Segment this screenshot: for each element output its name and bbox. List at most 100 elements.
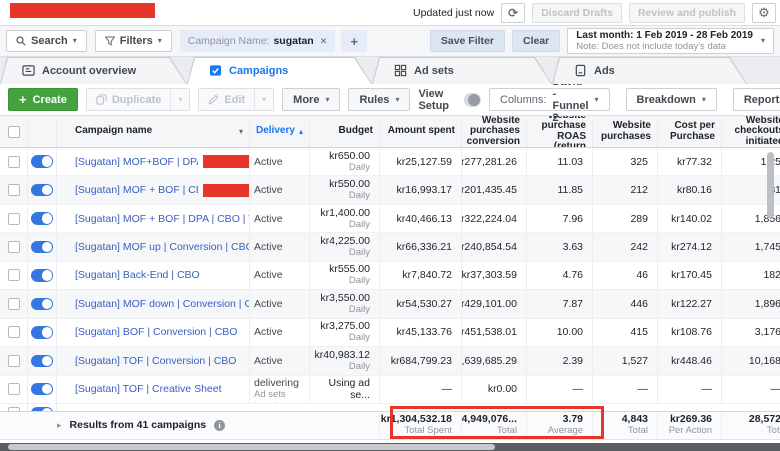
campaign-name-link[interactable]: [Sugatan] TOF | Conversion | CBO — [75, 354, 237, 367]
column-header-checkouts-initiated[interactable]: Website checkouts initiated — [734, 116, 780, 147]
create-button[interactable]: + Create — [8, 88, 78, 111]
campaign-name-link[interactable]: [Sugatan] Back-End | CBO — [75, 269, 200, 282]
row-checkbox[interactable] — [0, 375, 28, 403]
row-checkbox[interactable] — [0, 204, 28, 233]
row-checkbox[interactable] — [0, 176, 28, 204]
row-checkbox[interactable] — [0, 233, 28, 261]
cell-cost-per-purchase: kr122.27 — [658, 290, 722, 318]
table-row[interactable]: [Sugatan] MOF + BOF | DPA | CBO | Worldw… — [0, 204, 780, 234]
column-header-purchases-conversion[interactable]: Website purchases conversion — [462, 116, 527, 147]
table-header-row: Campaign name ▾ Delivery ▴ Budget Amount s… — [0, 116, 780, 148]
table-row[interactable]: [Sugatan] TOF | Creative Sheet Not deliv… — [0, 375, 780, 404]
column-header-delivery[interactable]: Delivery ▴ — [250, 116, 310, 147]
tab-account-overview[interactable]: Account overview — [0, 57, 187, 84]
redaction-block — [203, 183, 249, 197]
campaign-toggle[interactable] — [28, 148, 57, 176]
vertical-scrollbar[interactable] — [767, 152, 774, 218]
breakdown-dropdown[interactable]: Breakdown ▾ — [625, 88, 717, 111]
review-publish-button[interactable]: Review and publish — [628, 3, 745, 23]
campaign-toggle[interactable] — [28, 318, 57, 347]
cell-cost-per-purchase: — — [658, 375, 722, 403]
campaign-toggle[interactable] — [28, 233, 57, 261]
column-header-amount-spent[interactable]: Amount spent — [380, 116, 462, 147]
campaign-toggle[interactable] — [28, 204, 57, 233]
footer-total-checkouts: 28,572Total — [748, 413, 780, 437]
cell-cost-per-purchase: kr448.46 — [658, 347, 722, 375]
add-filter-button[interactable]: + — [341, 30, 368, 52]
campaign-name-link[interactable]: [Sugatan] MOF + BOF | CBO | DPA UGC | — [75, 184, 198, 197]
campaign-name-link[interactable]: [Sugatan] MOF down | Conversion | CBO — [75, 297, 249, 310]
toggle-column-header — [28, 116, 57, 147]
close-icon[interactable]: ✕ — [319, 35, 328, 46]
columns-dropdown[interactable]: Columns: David - Funnel 2 ▾ — [489, 76, 610, 124]
campaign-toggle[interactable] — [28, 347, 57, 375]
column-header-website-purchases[interactable]: Website purchases — [593, 116, 658, 147]
cell-checkouts-initiated: 10,168 — [748, 354, 780, 367]
campaign-name-link[interactable]: [Sugatan] TOF | Creative Sheet — [75, 383, 222, 396]
footer-cost-per-purchase: kr269.36 Per Action — [658, 411, 722, 439]
table-row[interactable]: [Sugatan] MOF+BOF | DPA Studio | CBO | A… — [0, 148, 780, 177]
refresh-button[interactable]: ⟳ — [501, 3, 526, 23]
row-checkbox[interactable] — [0, 347, 28, 375]
table-row[interactable]: [Sugatan] MOF + BOF | CBO | DPA UGC | Ac… — [0, 176, 780, 205]
discard-drafts-button[interactable]: Discard Drafts — [532, 3, 622, 23]
campaign-name-link[interactable]: [Sugatan] MOF+BOF | DPA Studio | CBO | — [75, 155, 198, 168]
chevron-right-icon[interactable]: ▸ — [57, 419, 62, 430]
rules-button[interactable]: Rules ▾ — [348, 88, 411, 111]
results-summary[interactable]: ▸ Results from 41 campaigns i — [0, 411, 380, 439]
info-icon[interactable]: i — [214, 419, 226, 431]
chevron-down-icon: ▾ — [701, 94, 706, 104]
cell-checkouts-initiated: 81 — [769, 184, 780, 197]
cell-delivery: Active — [250, 176, 310, 204]
cell-budget: kr40,983.12 Daily — [310, 347, 380, 375]
footer-total-purchases: 4,843 Total — [593, 411, 658, 439]
save-filter-button[interactable]: Save Filter — [429, 30, 505, 52]
tab-ads[interactable]: Ads — [552, 57, 747, 84]
cell-budget: kr4,225.00 Daily — [310, 233, 380, 261]
row-checkbox[interactable] — [0, 148, 28, 176]
filters-dropdown[interactable]: Filters ▾ — [94, 30, 172, 52]
cell-amount-spent: kr66,336.21 — [380, 233, 462, 261]
table-row[interactable]: [Sugatan] Back-End | CBO Active kr555.00… — [0, 261, 780, 291]
settings-button[interactable]: ⚙ — [752, 3, 776, 23]
campaign-toggle[interactable] — [28, 403, 57, 411]
row-checkbox[interactable] — [0, 261, 28, 290]
duplicate-caret[interactable]: ▾ — [170, 89, 189, 110]
row-checkbox[interactable] — [0, 403, 28, 411]
date-range-selector[interactable]: Last month: 1 Feb 2019 - 28 Feb 2019 Not… — [567, 28, 774, 54]
tab-campaigns[interactable]: Campaigns — [187, 57, 372, 84]
cell-purchases-conversion: kr451,538.01 — [462, 318, 527, 347]
horizontal-scrollbar[interactable] — [8, 444, 495, 450]
clear-filter-button[interactable]: Clear — [511, 30, 561, 52]
view-setup-toggle[interactable] — [463, 92, 481, 107]
table-row[interactable]: [Sugatan] MOF down | Conversion | CBO Ac… — [0, 290, 780, 319]
table-row[interactable]: [Sugatan] MOF up | Conversion | CBO Acti… — [0, 233, 780, 262]
column-header-cost-per-purchase[interactable]: Cost per Purchase — [658, 116, 722, 147]
campaign-name-link[interactable]: [Sugatan] MOF up | Conversion | CBO — [75, 241, 249, 254]
row-checkbox[interactable] — [0, 318, 28, 347]
reports-dropdown[interactable]: Reports▾ — [732, 88, 780, 111]
tab-ad-sets[interactable]: Ad sets — [372, 57, 552, 84]
column-header-campaign-name[interactable]: Campaign name ▾ — [57, 116, 250, 147]
table-row[interactable]: [Sugatan] BOF | Conversion | CBO Active … — [0, 318, 780, 348]
search-dropdown[interactable]: Search ▾ — [6, 30, 87, 52]
updated-status: Updated just now — [413, 7, 495, 19]
filter-chip-campaign-name[interactable]: Campaign Name: sugatan ✕ — [179, 30, 336, 52]
campaign-toggle[interactable] — [28, 176, 57, 204]
campaign-toggle[interactable] — [28, 375, 57, 403]
campaign-name-link[interactable]: [Sugatan] MOF + BOF | DPA | CBO | Worldw… — [75, 212, 249, 225]
duplicate-button[interactable]: Duplicate ▾ — [85, 88, 191, 111]
select-all-checkbox[interactable] — [0, 116, 28, 147]
top-bar: Updated just now ⟳ Discard Drafts Review… — [0, 0, 780, 26]
campaign-toggle[interactable] — [28, 290, 57, 318]
row-checkbox[interactable] — [0, 290, 28, 318]
edit-caret[interactable]: ▾ — [254, 89, 273, 110]
campaign-name-link[interactable]: [Sugatan] BOF | Conversion | CBO — [75, 326, 238, 339]
edit-button[interactable]: Edit ▾ — [198, 88, 275, 111]
campaign-toggle[interactable] — [28, 261, 57, 290]
more-button[interactable]: More ▾ — [282, 88, 341, 111]
table-row[interactable]: [Sugatan] TOF | Conversion | CBO Active … — [0, 347, 780, 376]
column-header-budget[interactable]: Budget — [310, 116, 380, 147]
column-header-roas[interactable]: Website purchase ROAS (return — [527, 116, 593, 147]
cell-cost-per-purchase: kr170.45 — [658, 261, 722, 290]
